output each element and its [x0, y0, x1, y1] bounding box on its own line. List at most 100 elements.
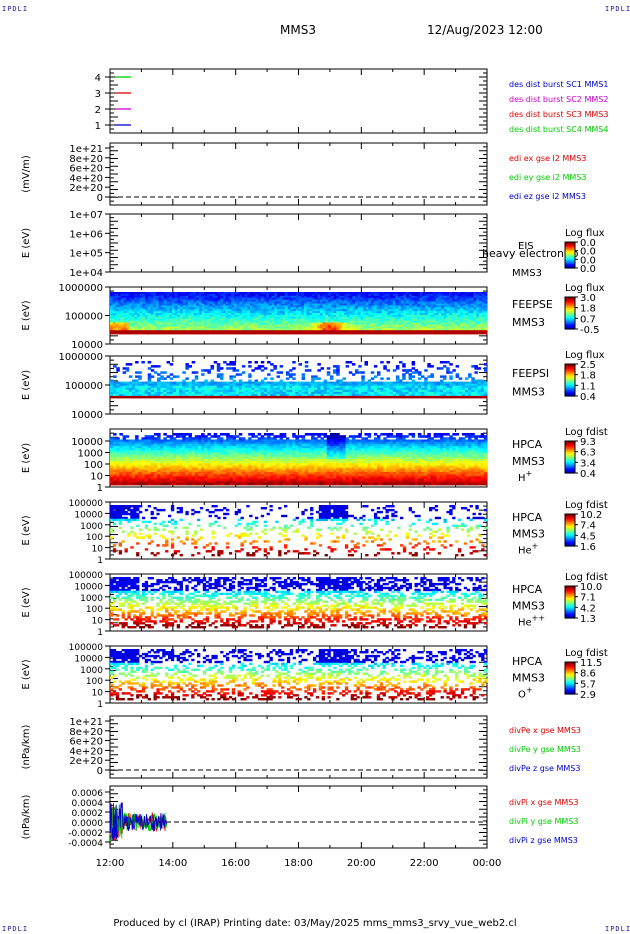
colorbar-cell	[565, 684, 575, 687]
y-tick-label: 6e+20	[69, 164, 103, 175]
colorbar-cell	[565, 517, 575, 520]
colorbar-cell	[565, 608, 575, 611]
colorbar-tick-label: 0.0	[580, 255, 596, 266]
colorbar-cell	[565, 457, 575, 460]
y-tick-label: 10	[92, 689, 104, 699]
colorbar-cell	[565, 378, 575, 381]
species-label: H+	[518, 469, 532, 484]
spectrogram	[110, 577, 488, 629]
y-axis-label: E (eV)	[21, 659, 32, 689]
colorbar-cell	[565, 242, 575, 244]
y-tick-label: 10000	[74, 582, 103, 592]
y-tick-label: 1000	[80, 594, 103, 604]
colorbar-tick-label: 11.5	[580, 658, 602, 669]
colorbar-tick-label: 0.0	[580, 238, 596, 249]
colorbar-cell	[565, 442, 575, 445]
colorbar-cell	[565, 666, 575, 669]
y-axis-label: E (eV)	[21, 443, 32, 473]
colorbar-cell	[565, 525, 575, 528]
colorbar-cell	[565, 526, 575, 529]
spacecraft-label: MMS3	[512, 599, 545, 612]
colorbar-cell	[565, 386, 575, 389]
colorbar-tick-label: 1.6	[580, 542, 596, 553]
legend-entry: divPe y gse MMS3	[509, 745, 581, 754]
colorbar-cell	[565, 665, 575, 668]
y-tick-label: 100	[86, 533, 103, 543]
y-tick-label: 2e+20	[69, 756, 103, 767]
colorbar-tick-label: 7.4	[580, 521, 596, 532]
colorbar-cell	[565, 595, 575, 598]
colorbar-cell	[565, 252, 575, 255]
colorbar-cell	[565, 673, 575, 676]
colorbar-cell	[565, 610, 575, 613]
overlay-label: heavy electron to	[482, 247, 579, 260]
y-tick-label: 4e+20	[69, 746, 103, 757]
y-tick-label: 1e+06	[69, 229, 103, 240]
colorbar-tick-label: 2.5	[580, 360, 596, 371]
colorbar-frame	[564, 296, 576, 330]
y-tick-label: 10000	[74, 510, 103, 520]
colorbar-cell	[565, 243, 575, 246]
colorbar-cell	[565, 444, 575, 447]
colorbar-cell	[565, 375, 575, 378]
colorbar-cell	[565, 316, 575, 319]
colorbar-cell	[565, 264, 575, 266]
colorbar-tick-label: 2.9	[580, 690, 596, 701]
y-tick-label: 2	[95, 105, 101, 116]
y-tick-label: 100	[86, 605, 103, 615]
y-axis-label: (mV/m)	[21, 155, 32, 193]
y-tick-label: -0.0004	[68, 839, 103, 849]
y-tick-label: 4	[95, 73, 101, 84]
y-tick-label: 0.0000	[72, 819, 104, 829]
panel-frame	[109, 715, 488, 779]
y-tick-label: 1e+04	[69, 268, 103, 279]
y-tick-label: 1000000	[58, 352, 103, 363]
colorbar-cell	[565, 305, 575, 308]
legend-entry: divPi z gse MMS3	[509, 836, 578, 845]
colorbar-cell	[565, 687, 575, 690]
spacecraft-title: MMS3	[280, 23, 316, 37]
colorbar-cell	[565, 370, 575, 373]
y-tick-label: 100000	[65, 312, 103, 323]
y-axis-label: E (eV)	[21, 228, 32, 258]
y-tick-label: 6e+20	[69, 737, 103, 748]
legend-entry: edi ey gse l2 MMS3	[509, 173, 587, 182]
colorbar-cell	[565, 303, 575, 306]
y-tick-label: 1e+07	[69, 210, 103, 221]
colorbar-title: Log flux	[565, 283, 605, 294]
colorbar-cell	[565, 247, 575, 250]
colorbar-cell	[565, 245, 575, 248]
colorbar-cell	[565, 261, 575, 264]
y-tick-label: 100000	[69, 499, 104, 509]
y-tick-label: 0	[97, 766, 103, 777]
colorbar-tick-label: 1.8	[580, 371, 596, 382]
colorbar-cell	[565, 541, 575, 544]
y-tick-label: 100000	[69, 643, 104, 653]
colorbar-cell	[565, 297, 575, 300]
y-tick-label: 2e+20	[69, 183, 103, 194]
colorbar-cell	[565, 671, 575, 674]
x-tick-label: 14:00	[158, 858, 187, 869]
colorbar-cell	[565, 461, 575, 464]
spectrogram	[110, 433, 488, 486]
y-axis-label: E (eV)	[21, 300, 32, 330]
colorbar-cell	[565, 368, 575, 371]
colorbar-cell	[565, 468, 575, 471]
colorbar-cell	[565, 262, 575, 265]
colorbar-cell	[565, 449, 575, 452]
colorbar-frame	[564, 585, 576, 619]
colorbar-cell	[565, 676, 575, 679]
colorbar-tick-label: 3.0	[580, 293, 596, 304]
y-tick-label: 1000	[78, 449, 103, 460]
colorbar-cell	[565, 466, 575, 469]
instrument-label: FEEPSI	[512, 367, 549, 380]
colorbar-cell	[565, 392, 575, 395]
colorbar-cell	[565, 523, 575, 526]
colorbar-title: Log fdist	[565, 427, 608, 438]
x-tick-label: 16:00	[221, 858, 250, 869]
colorbar-frame	[564, 513, 576, 547]
colorbar-cell	[565, 603, 575, 606]
colorbar-cell	[565, 256, 575, 259]
colorbar-cell	[565, 248, 575, 251]
colorbar-cell	[565, 594, 575, 597]
